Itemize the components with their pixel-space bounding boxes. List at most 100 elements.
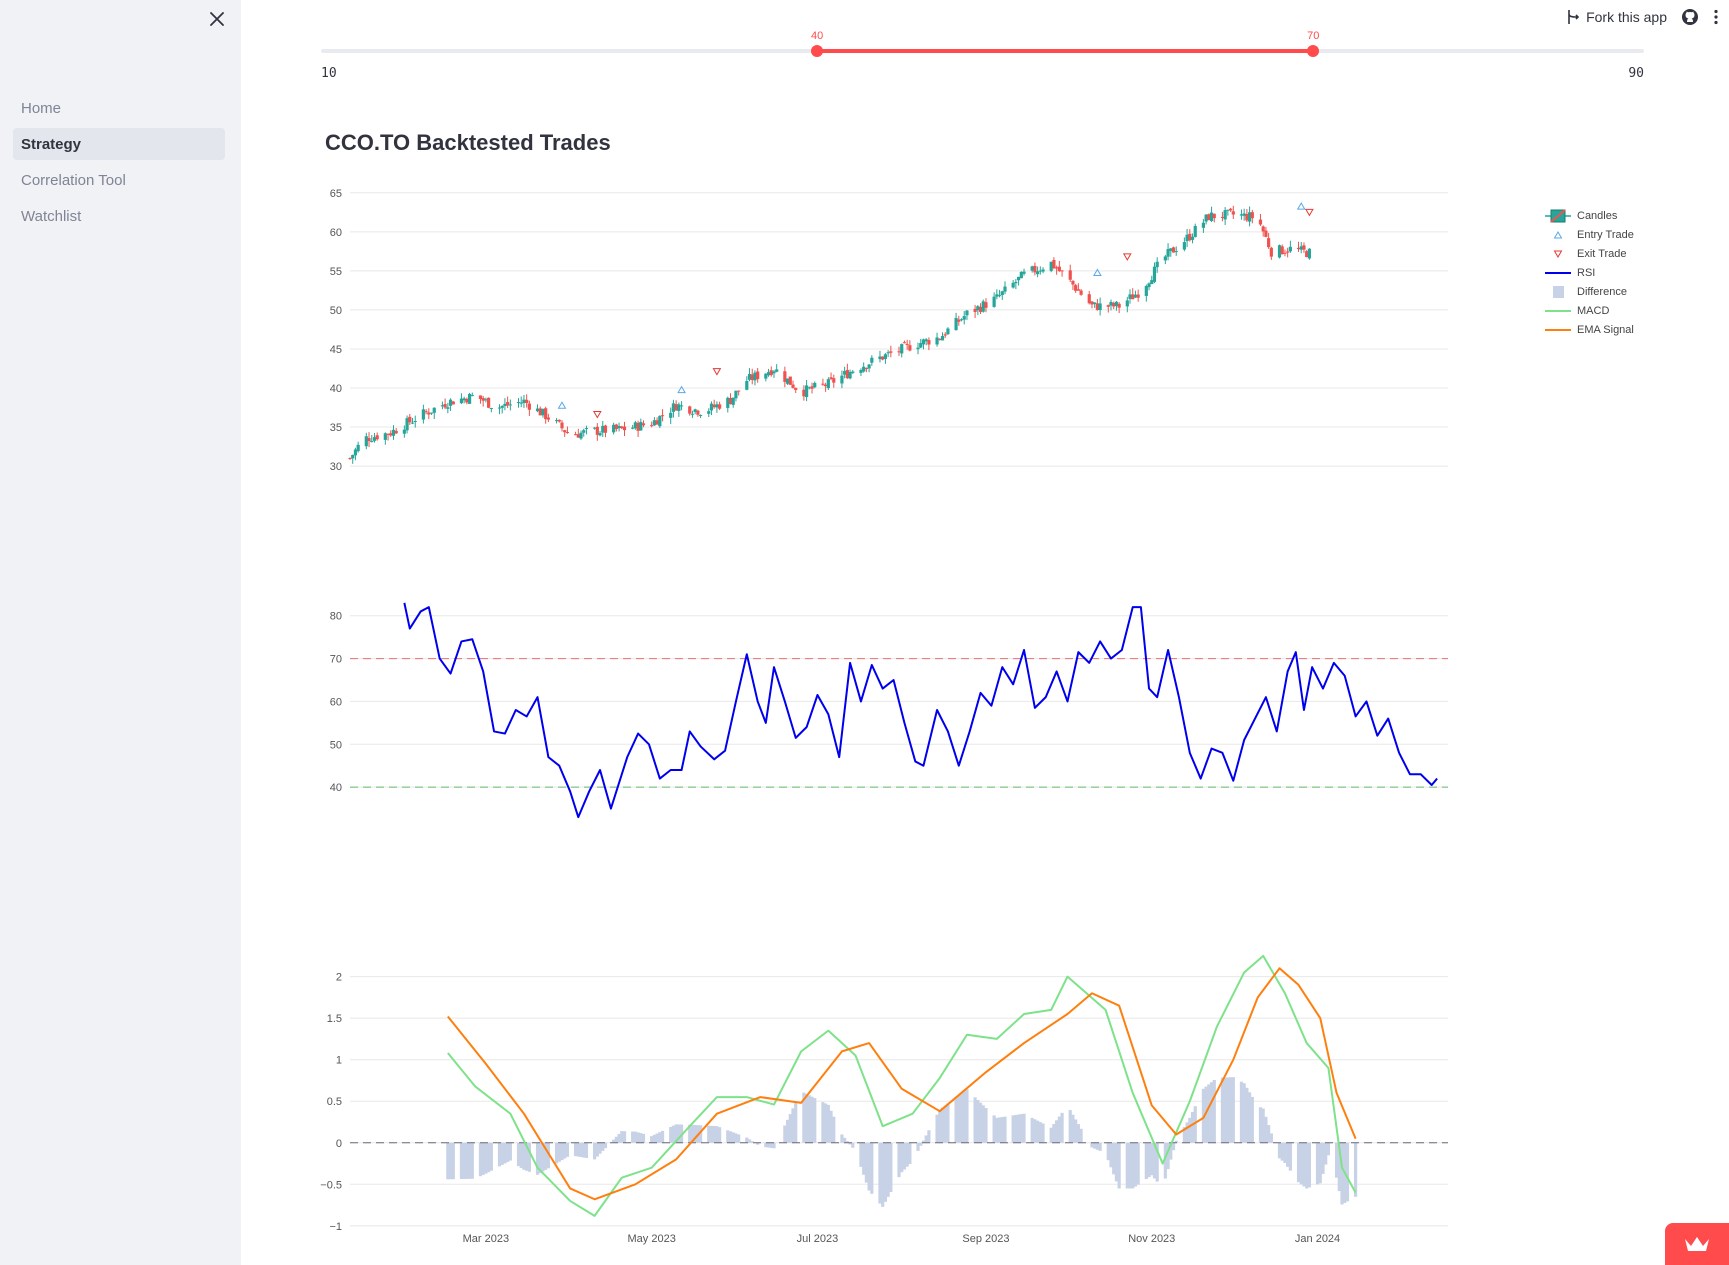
candle-body [448,399,453,406]
sidebar-item-correlation-tool[interactable]: Correlation Tool [21,171,126,189]
macd-line [447,954,1357,1217]
difference-bar [1228,1077,1233,1143]
github-button[interactable] [1681,8,1699,26]
difference-bar [900,1142,904,1173]
difference-bar [497,1142,502,1167]
candle-body [582,430,586,433]
difference-bar [927,1130,931,1143]
difference-bar [576,1142,580,1157]
candle-body [402,429,406,434]
difference-bar [1068,1110,1072,1143]
difference-bar [674,1124,678,1143]
candle-body [698,415,703,417]
legend-item-rsi[interactable]: RSI [1545,263,1655,282]
difference-bar [693,1125,697,1143]
candle-body [848,371,852,379]
candle-body [506,402,510,406]
candle-body [370,441,374,443]
difference-bar [451,1142,455,1180]
candle-body [718,404,722,409]
candle-body [459,398,464,404]
candle-body [424,411,428,413]
sidebar-item-strategy[interactable]: Strategy [13,128,225,160]
difference-bar [832,1116,836,1143]
candle-body [546,417,551,420]
legend-item-difference[interactable]: Difference [1545,282,1655,301]
difference-bar [1093,1142,1097,1149]
y-tick-label: 70 [330,654,342,666]
slider-high-thumb[interactable] [1307,45,1320,57]
difference-bar [862,1142,866,1175]
difference-bar [1019,1114,1023,1143]
difference-bar [633,1131,637,1143]
candle-body [1209,212,1214,222]
candle-body [612,424,616,433]
candle-body [1305,251,1309,258]
y-tick-label: 40 [330,782,342,794]
sidebar-item-watchlist[interactable]: Watchlist [21,207,82,225]
candle-body [1071,280,1075,285]
difference-bar [1071,1114,1075,1143]
difference-bar [516,1142,521,1167]
candle-body [1098,303,1102,311]
difference-bar [1315,1142,1320,1185]
difference-bar [1207,1084,1211,1143]
candle-body [413,420,417,422]
difference-bar [712,1126,716,1143]
x-tick-label: May 2023 [628,1233,676,1245]
difference-bar [1193,1106,1197,1143]
candle-body [862,366,866,372]
candle-body [919,343,923,348]
difference-bar [807,1095,811,1143]
difference-bar [1131,1142,1135,1189]
difference-bar [503,1142,507,1164]
sidebar: Home Strategy Correlation Tool Watchlist [0,0,241,1265]
difference-bar [544,1142,548,1170]
difference-bar [1033,1119,1037,1143]
difference-bar [984,1108,988,1143]
difference-bar [794,1102,798,1143]
slider-min-label: 10 [321,66,337,81]
candle-body [674,404,678,411]
difference-bar [889,1142,893,1192]
candle-body [785,378,790,384]
legend-item-candles[interactable]: Candles [1545,206,1655,225]
legend-item-ema-signal[interactable]: EMA Signal [1545,320,1655,339]
sidebar-item-home[interactable]: Home [21,99,62,117]
difference-bar [538,1142,542,1174]
difference-bar [557,1142,561,1162]
candle-body [1212,213,1216,219]
slider-low-thumb[interactable] [811,45,824,57]
candle-body [1036,271,1040,275]
difference-bar [1144,1142,1148,1180]
difference-bar [1277,1142,1282,1159]
main-menu-button[interactable] [1713,9,1719,25]
y-tick-label: −0.5 [320,1179,342,1191]
legend-item-entry-trade[interactable]: Entry Trade [1545,225,1655,244]
panel-2-axis: 40 50 60 70 80 [330,611,1448,794]
fork-button[interactable]: Fork this app [1566,9,1667,25]
difference-bar [737,1134,741,1143]
candle-body [954,318,958,331]
difference-bar [1003,1116,1007,1143]
difference-bar [622,1131,627,1143]
candle-body [429,412,434,414]
difference-bar [1190,1112,1195,1143]
difference-bar [1109,1142,1113,1168]
y-tick-label: 40 [330,383,342,395]
legend-item-exit-trade[interactable]: Exit Trade [1545,244,1655,263]
difference-bar [867,1142,871,1191]
close-sidebar-button[interactable] [204,6,230,32]
candle-body [927,340,931,345]
candle-body [1302,245,1306,250]
candle-body [878,356,882,360]
fork-label: Fork this app [1586,9,1667,25]
difference-bar [1169,1142,1173,1160]
candle-body [1095,303,1100,310]
difference-bar [525,1142,529,1171]
streamlit-badge[interactable] [1665,1223,1729,1265]
difference-bar [976,1100,980,1143]
candle-body [405,418,409,431]
difference-bar [756,1142,760,1145]
legend-item-macd[interactable]: MACD [1545,301,1655,320]
